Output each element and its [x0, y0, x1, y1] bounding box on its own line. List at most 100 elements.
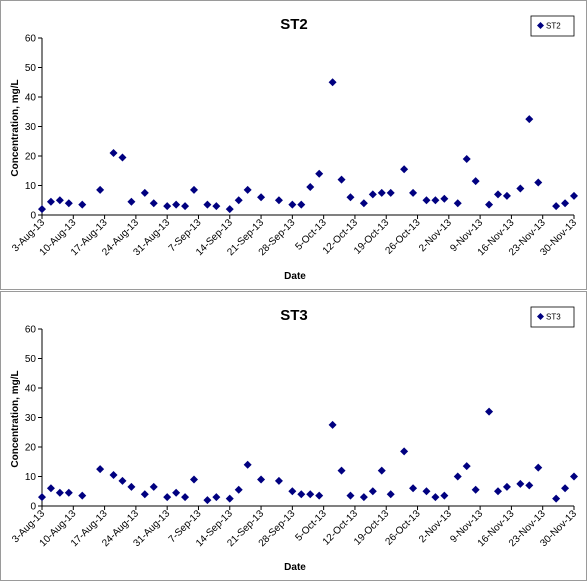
data-point — [163, 493, 172, 502]
data-point — [172, 488, 181, 497]
data-point — [55, 196, 64, 205]
data-point — [96, 185, 105, 194]
data-point — [471, 485, 480, 494]
y-tick-label: 30 — [25, 413, 37, 424]
data-point — [368, 487, 377, 496]
data-point — [502, 191, 511, 200]
y-axis-label: Concentration, mg/L — [10, 370, 21, 467]
data-point — [400, 165, 409, 174]
data-point — [561, 199, 570, 208]
legend-marker-icon — [537, 22, 544, 29]
data-point — [64, 199, 73, 208]
data-point — [306, 182, 315, 191]
data-point — [243, 460, 252, 469]
data-point — [485, 200, 494, 209]
y-tick-label: 30 — [25, 122, 37, 133]
data-point — [243, 185, 252, 194]
data-point — [453, 472, 462, 481]
data-point — [525, 115, 534, 124]
data-point — [109, 471, 118, 480]
data-point — [552, 202, 561, 211]
data-point — [257, 475, 266, 484]
data-point — [386, 490, 395, 499]
data-point — [55, 488, 64, 497]
legend-box — [530, 306, 575, 328]
data-point — [118, 476, 127, 485]
chart-panel-st3: ST3 ST3 Concentration, mg/L Date 0 10 20 30… — [0, 291, 587, 581]
chart-panel-st2: ST2 ST2 Concentration, mg/L Date 0 10 20 30… — [0, 0, 587, 290]
data-point — [346, 193, 355, 202]
x-tick-label: 2-Nov-13 — [417, 217, 454, 254]
data-point — [328, 420, 337, 429]
data-point — [409, 188, 418, 197]
data-point — [516, 184, 525, 193]
data-point — [274, 196, 283, 205]
data-point — [440, 491, 449, 500]
legend-label: ST3 — [546, 313, 561, 322]
data-point — [163, 202, 172, 211]
data-point — [337, 466, 346, 475]
data-point — [46, 484, 55, 493]
data-point — [140, 490, 149, 499]
data-point — [359, 199, 368, 208]
data-point — [78, 200, 87, 209]
data-point — [274, 476, 283, 485]
plot-area-st3: 01020304050603-Aug-1310-Aug-1317-Aug-132… — [10, 325, 579, 550]
y-tick-label: 20 — [25, 443, 37, 454]
data-point — [368, 190, 377, 199]
x-tick-label: 2-Nov-13 — [417, 508, 454, 545]
legend-st2: ST2 — [530, 15, 575, 37]
data-point — [127, 197, 136, 206]
data-point — [409, 484, 418, 493]
data-point — [337, 175, 346, 184]
data-point — [570, 191, 578, 200]
y-tick-label: 60 — [25, 34, 37, 45]
data-point — [203, 496, 212, 505]
data-point — [297, 490, 306, 499]
x-axis-label: Date — [284, 271, 306, 282]
data-point — [212, 202, 221, 211]
data-point — [570, 472, 578, 481]
data-point — [118, 153, 127, 162]
data-point — [190, 185, 198, 194]
y-tick-label: 60 — [25, 325, 37, 336]
legend-st3: ST3 — [530, 306, 575, 328]
data-point — [494, 190, 502, 199]
data-point — [525, 481, 534, 490]
data-point — [422, 196, 431, 205]
data-point — [257, 193, 266, 202]
x-axis-label: Date — [284, 562, 306, 573]
data-point — [96, 465, 105, 474]
chart-title: ST3 — [280, 307, 308, 324]
data-point — [297, 200, 306, 209]
data-point — [288, 487, 297, 496]
data-point — [212, 493, 221, 502]
data-point — [494, 487, 502, 496]
data-point — [471, 177, 480, 186]
plot-area-st2: 01020304050603-Aug-1310-Aug-1317-Aug-132… — [10, 34, 579, 259]
data-point — [203, 200, 212, 209]
chart-title: ST2 — [280, 16, 308, 33]
data-point — [534, 178, 543, 187]
data-point — [288, 200, 297, 209]
data-point — [502, 482, 511, 491]
data-point — [552, 494, 561, 503]
data-point — [38, 493, 46, 502]
data-point — [485, 407, 494, 416]
y-tick-label: 0 — [30, 211, 36, 222]
data-point — [359, 493, 368, 502]
data-point — [462, 154, 471, 163]
data-point — [38, 205, 46, 214]
data-point — [46, 197, 55, 206]
chart-svg-st3: ST3 ST3 Concentration, mg/L Date 0 10 20 30… — [10, 306, 579, 573]
data-point — [149, 482, 158, 491]
data-point — [225, 205, 234, 214]
y-tick-label: 20 — [25, 152, 37, 163]
y-tick-label: 10 — [25, 181, 37, 192]
data-point — [234, 196, 243, 205]
legend-box — [530, 15, 575, 37]
data-point — [127, 482, 136, 491]
data-point — [561, 484, 570, 493]
y-tick-label: 0 — [30, 502, 36, 513]
data-point — [181, 202, 190, 211]
